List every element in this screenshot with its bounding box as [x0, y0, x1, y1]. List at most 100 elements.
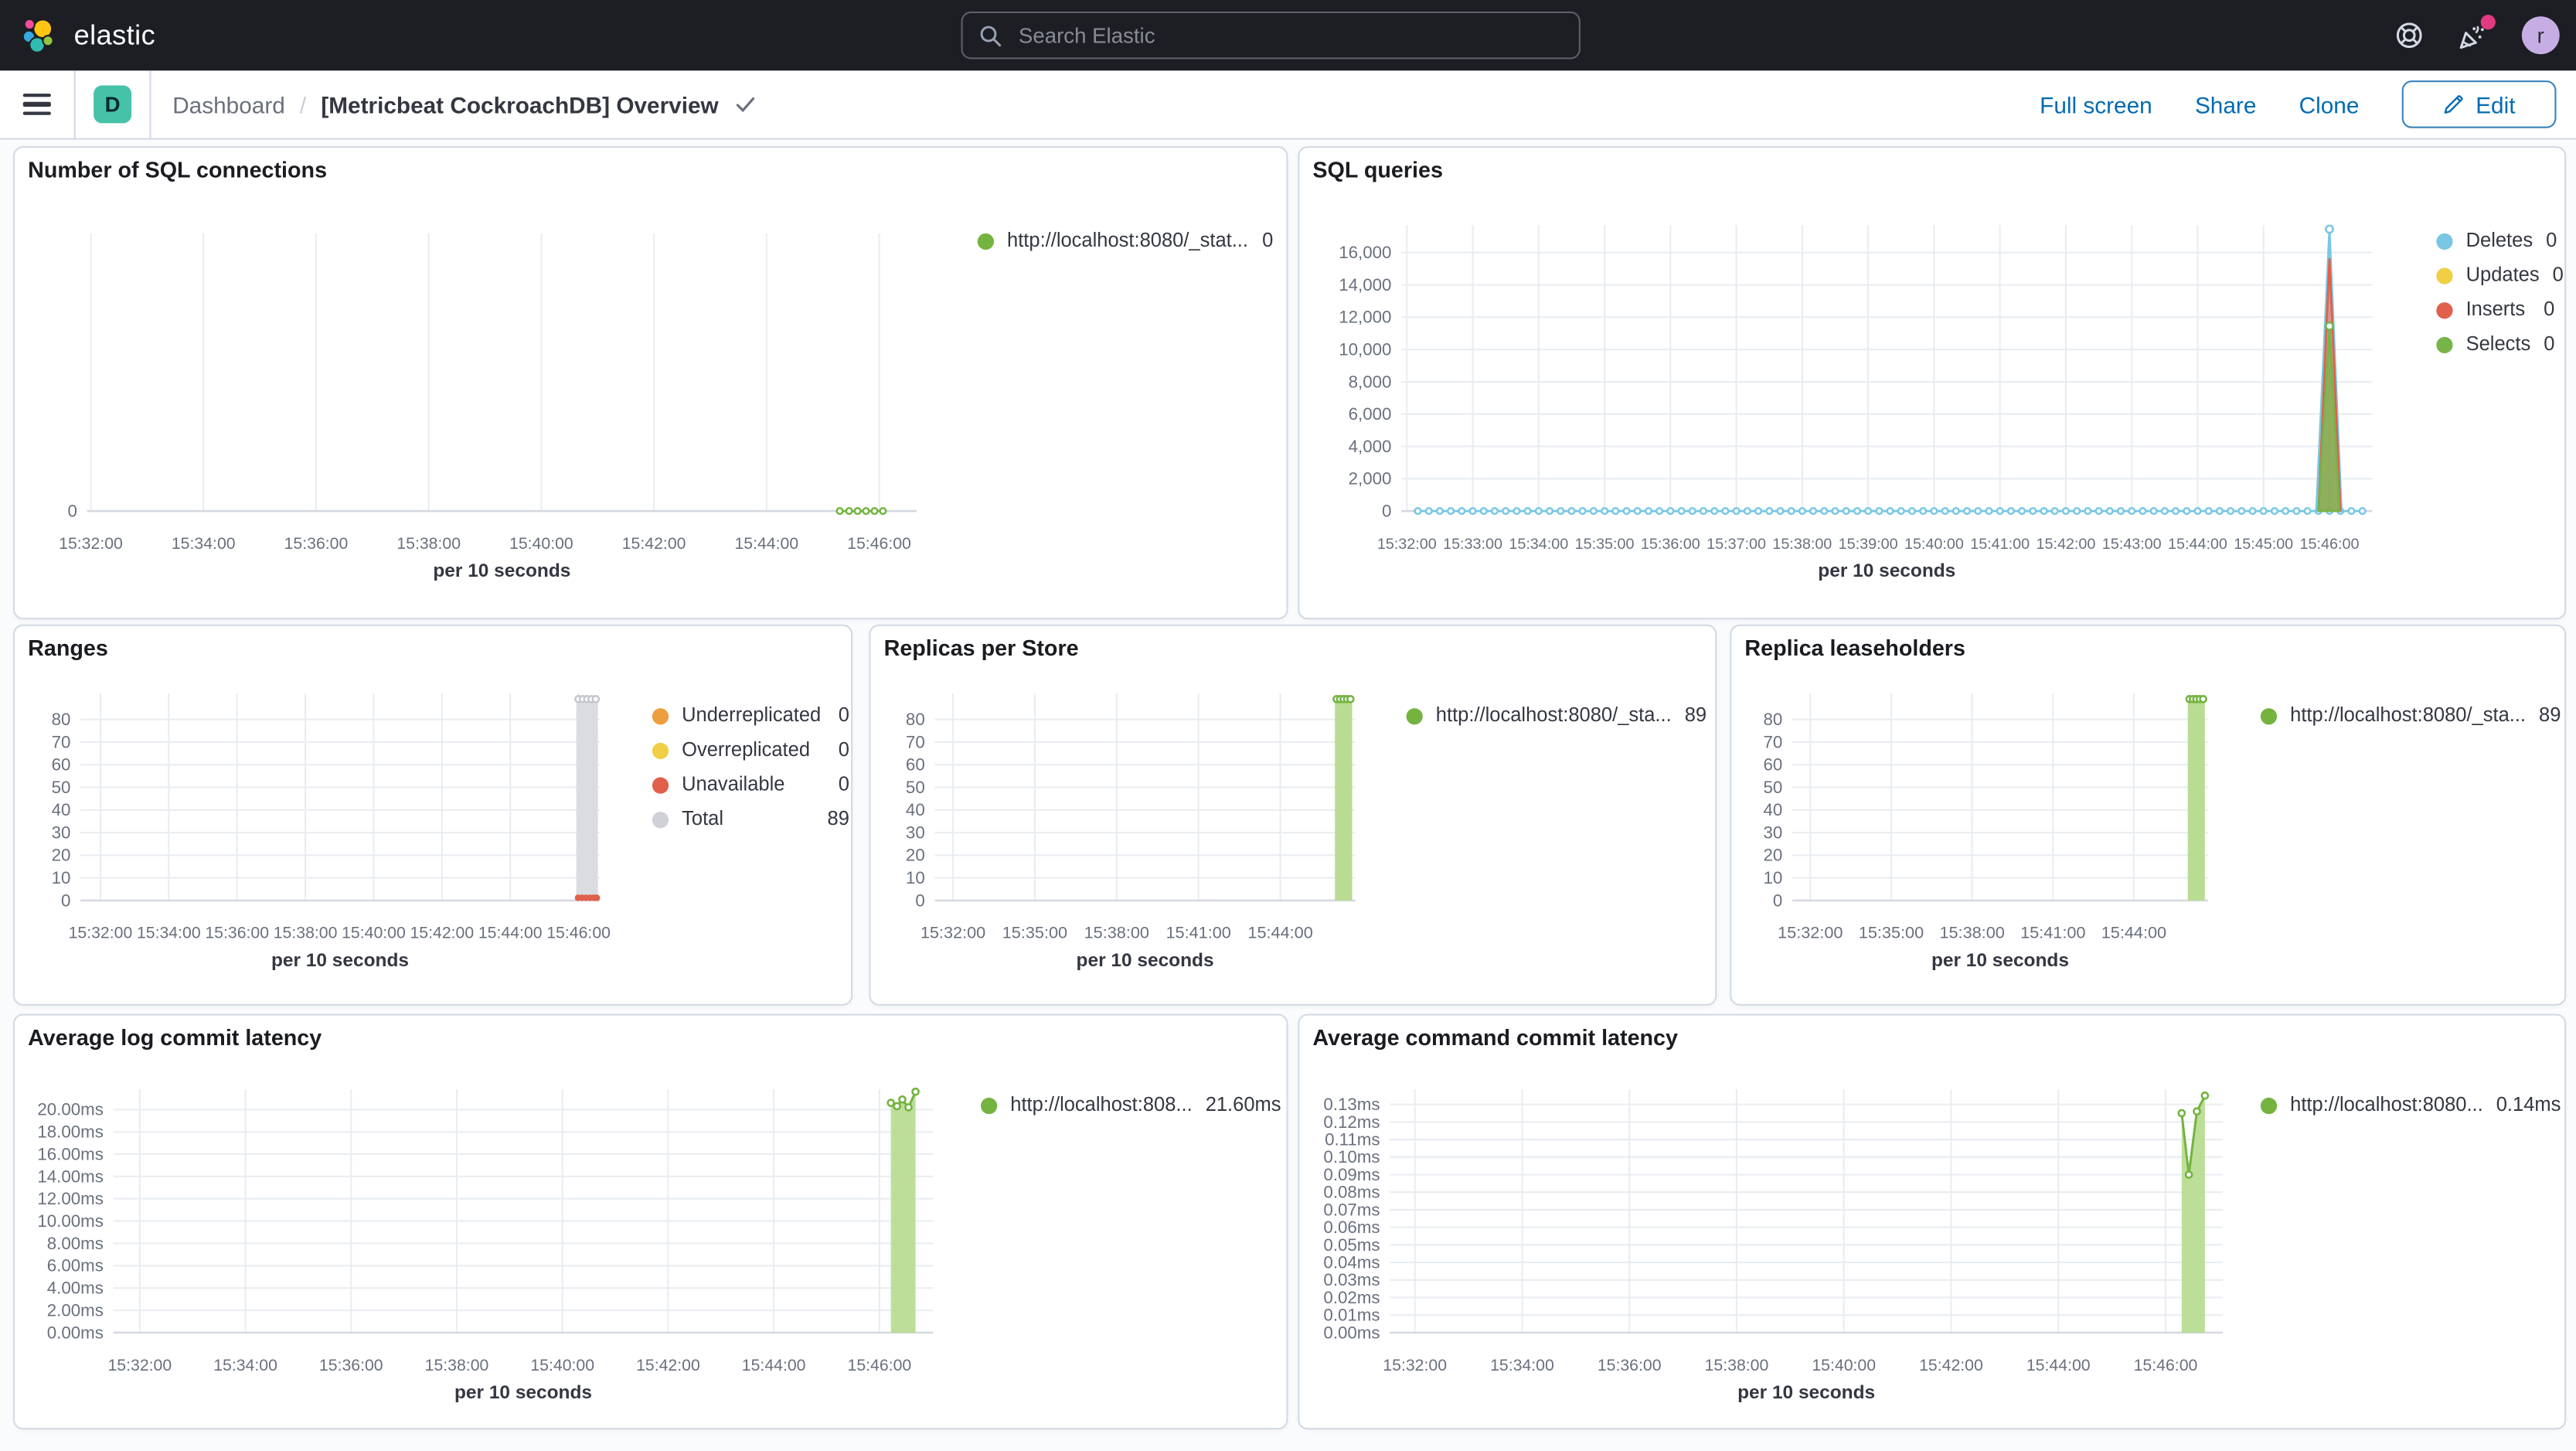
svg-text:80: 80	[1764, 710, 1783, 729]
panel-title[interactable]: Replica leaseholders	[1744, 635, 1965, 661]
legend-item[interactable]: http://localhost:8080/_sta... 89	[2260, 703, 2561, 727]
legend-item[interactable]: Deletes 0	[2436, 230, 2557, 252]
legend-item[interactable]: Updates 0	[2436, 264, 2564, 286]
avg-log-commit-latency-chart[interactable]: 15:32:00 15:34:00 15:36:00 15:38:00 15:40:00…	[15, 1016, 1286, 1429]
help-button[interactable]	[2395, 22, 2423, 49]
svg-text:15:37:00: 15:37:00	[1707, 536, 1766, 553]
sql-queries-chart[interactable]: 15:32:00 15:33:00 15:34:00 15:35:00 15:36:00…	[1299, 148, 2564, 618]
legend-value: 0	[2552, 263, 2564, 286]
legend-label: Inserts	[2465, 297, 2526, 321]
share-button[interactable]: Share	[2194, 90, 2257, 118]
legend-item[interactable]: http://localhost:8080/_sta... 89	[1406, 703, 1707, 727]
svg-text:12.00ms: 12.00ms	[37, 1189, 104, 1208]
svg-text:40: 40	[52, 800, 71, 819]
ranges-chart[interactable]: 15:32:00 15:34:00 15:36:00 15:38:00 15:40:00…	[15, 626, 851, 1004]
svg-text:80: 80	[906, 710, 925, 729]
svg-text:15:38:00: 15:38:00	[396, 534, 461, 553]
svg-text:30: 30	[1764, 823, 1783, 842]
svg-text:40: 40	[1764, 800, 1783, 819]
svg-text:15:38:00: 15:38:00	[1084, 923, 1149, 942]
svg-text:0: 0	[915, 891, 924, 910]
legend-item[interactable]: Selects 0	[2436, 332, 2554, 356]
edit-button[interactable]: Edit	[2401, 80, 2557, 128]
replica-leaseholders-chart[interactable]: 15:32:00 15:35:00 15:38:00 15:41:00 15:44:00…	[1731, 626, 2564, 1004]
svg-text:20: 20	[52, 846, 71, 865]
svg-text:15:42:00: 15:42:00	[622, 534, 686, 553]
svg-text:16.00ms: 16.00ms	[37, 1144, 104, 1163]
legend-item[interactable]: Total 89	[652, 808, 849, 830]
legend-value: 0.14ms	[2496, 1092, 2561, 1116]
svg-text:70: 70	[52, 732, 71, 751]
svg-text:15:32:00: 15:32:00	[69, 924, 133, 942]
legend-item[interactable]: Inserts 0	[2436, 297, 2555, 321]
svg-text:0: 0	[1382, 502, 1391, 521]
svg-text:15:38:00: 15:38:00	[1772, 536, 1832, 553]
news-feed-button[interactable]	[2458, 14, 2496, 50]
legend-label: http://localhost:8080...	[2290, 1092, 2483, 1116]
avg-command-commit-latency-chart[interactable]: 15:32:00 15:34:00 15:36:00 15:38:00 15:40:00…	[1299, 1016, 2564, 1429]
legend-dot-icon	[981, 1096, 998, 1114]
title-check-icon[interactable]	[737, 96, 757, 112]
chart-legend: Deletes 0 Updates 0 Inserts 0 Selects 0	[2436, 230, 2564, 356]
legend-item[interactable]: http://localhost:808... 21.60ms	[981, 1092, 1281, 1116]
panel-title[interactable]: Average command commit latency	[1312, 1025, 1678, 1051]
panel-title[interactable]: Replicas per Store	[883, 635, 1079, 661]
sql-connections-chart[interactable]: 15:32:00 15:34:00 15:36:00 15:38:00 15:40:00…	[15, 148, 1286, 618]
legend-label: http://localhost:8080/_sta...	[2290, 703, 2527, 727]
svg-text:50: 50	[906, 778, 925, 797]
svg-text:15:46:00: 15:46:00	[2300, 536, 2360, 553]
divider	[73, 70, 76, 139]
legend-dot-icon	[977, 232, 995, 250]
svg-text:6.00ms: 6.00ms	[47, 1256, 104, 1276]
panel-title[interactable]: Ranges	[28, 635, 108, 661]
legend-dot-icon	[2260, 707, 2278, 724]
svg-text:15:42:00: 15:42:00	[410, 924, 474, 942]
full-screen-button[interactable]: Full screen	[2040, 90, 2152, 118]
svg-text:0.10ms: 0.10ms	[1323, 1147, 1380, 1167]
svg-text:15:36:00: 15:36:00	[205, 924, 269, 942]
svg-text:0.13ms: 0.13ms	[1323, 1095, 1380, 1114]
search-input[interactable]	[1015, 21, 1563, 49]
svg-text:0.03ms: 0.03ms	[1323, 1270, 1380, 1289]
svg-text:15:40:00: 15:40:00	[509, 534, 573, 553]
panel-title[interactable]: Average log commit latency	[28, 1025, 322, 1051]
panel-title[interactable]: SQL queries	[1312, 158, 1443, 182]
legend-label: Selects	[2465, 332, 2531, 356]
global-search[interactable]	[961, 11, 1581, 60]
legend-item[interactable]: http://localhost:8080/_stat... 0	[977, 230, 1273, 252]
svg-text:70: 70	[906, 732, 925, 751]
legend-dot-icon	[652, 776, 669, 793]
legend-dot-icon	[2436, 267, 2453, 284]
panel-title[interactable]: Number of SQL connections	[28, 158, 328, 182]
legend-item[interactable]: http://localhost:8080... 0.14ms	[2260, 1092, 2561, 1116]
svg-text:15:34:00: 15:34:00	[1490, 1356, 1554, 1374]
breadcrumb-dashboard-link[interactable]: Dashboard	[172, 90, 285, 118]
svg-text:15:46:00: 15:46:00	[848, 1356, 912, 1374]
panel-replicas-per-store: Replicas per Store 15:32:00 15:35:00 15:38…	[869, 624, 1717, 1006]
edit-button-label: Edit	[2476, 90, 2516, 118]
legend-label: http://localhost:808...	[1010, 1092, 1193, 1116]
elastic-logo[interactable]: elastic	[0, 15, 155, 55]
clone-button[interactable]: Clone	[2299, 90, 2360, 118]
menu-button[interactable]	[0, 70, 74, 138]
legend-value: 0	[2544, 297, 2555, 321]
svg-text:15:36:00: 15:36:00	[319, 1356, 383, 1374]
user-avatar[interactable]: r	[2521, 16, 2560, 55]
breadcrumb-bar: D Dashboard / [Metricbeat CockroachDB] O…	[0, 70, 2576, 140]
x-axis-label: per 10 seconds	[1818, 561, 1956, 582]
chart-legend: http://localhost:8080/_sta... 89	[2260, 703, 2561, 727]
svg-text:15:34:00: 15:34:00	[137, 924, 201, 942]
svg-text:40: 40	[906, 800, 925, 819]
svg-text:20: 20	[906, 846, 925, 865]
svg-text:15:32:00: 15:32:00	[1778, 923, 1843, 942]
legend-item[interactable]: Overreplicated 0	[652, 737, 849, 761]
legend-label: Overreplicated	[682, 737, 811, 761]
legend-value: 89	[1684, 703, 1707, 727]
legend-item[interactable]: Unavailable 0	[652, 773, 849, 795]
svg-text:60: 60	[1764, 755, 1783, 775]
legend-item[interactable]: Underreplicated 0	[652, 704, 849, 727]
svg-text:15:38:00: 15:38:00	[425, 1356, 489, 1374]
replicas-per-store-chart[interactable]: 15:32:00 15:35:00 15:38:00 15:41:00 15:44:00…	[871, 626, 1716, 1004]
svg-text:4,000: 4,000	[1349, 437, 1392, 456]
